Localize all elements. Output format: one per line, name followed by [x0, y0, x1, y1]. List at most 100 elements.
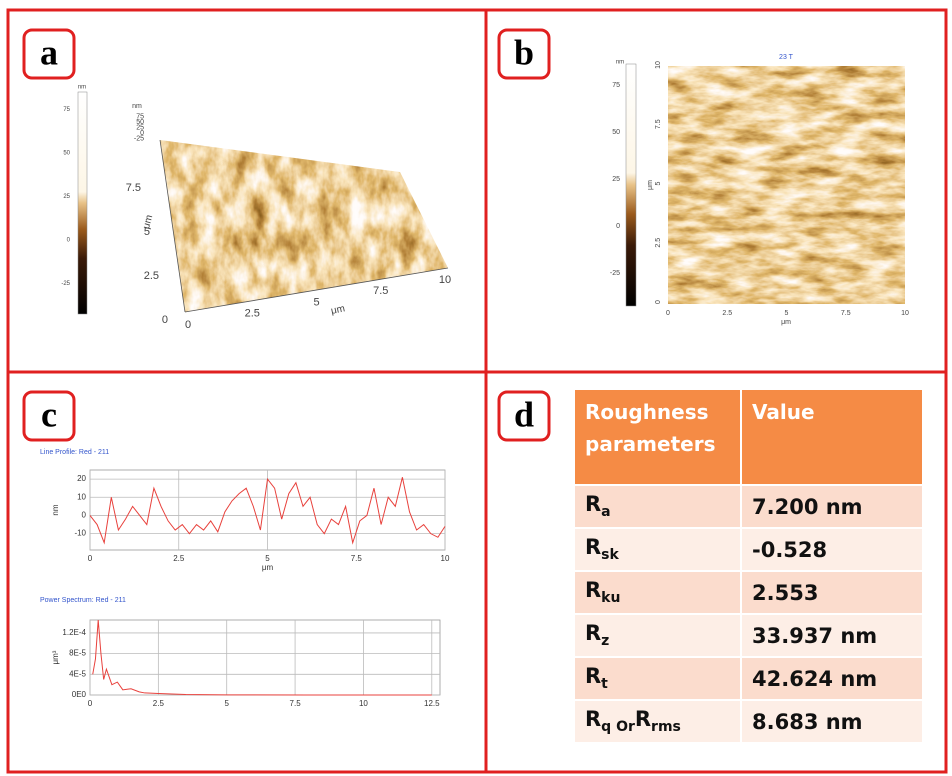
axis-label: 5 — [313, 296, 319, 308]
symbol: R — [585, 578, 601, 602]
panel-label: d — [514, 394, 534, 434]
axis-label: μm — [330, 303, 346, 317]
x-axis-label: μm — [262, 563, 274, 572]
parameter-cell: Rku — [575, 571, 741, 614]
y-tick-label: 4E-5 — [69, 669, 86, 678]
axis-label: 7.5 — [841, 310, 851, 317]
axis-label: 50 — [612, 129, 620, 136]
x-tick-label: 0 — [88, 699, 93, 708]
axis-label: 10 — [439, 274, 451, 286]
subscript: ku — [601, 591, 620, 607]
x-tick-label: 12.5 — [424, 699, 440, 708]
axis-label: 0 — [185, 319, 191, 331]
symbol: R — [585, 707, 601, 731]
axis-label: 75 — [612, 82, 620, 89]
axis-label: -25 — [134, 135, 144, 142]
y-tick-label: 10 — [77, 492, 86, 501]
value-cell: -0.528 — [741, 528, 922, 571]
axis-label: -25 — [61, 281, 70, 287]
y-tick-label: 1.2E-4 — [62, 628, 86, 637]
header-cell: Roughness parameters — [575, 390, 741, 485]
axis-label: μm — [141, 214, 155, 230]
x-tick-label: 7.5 — [290, 699, 302, 708]
axis-label: 7.5 — [126, 182, 141, 194]
y-axis-label: μm³ — [51, 650, 60, 664]
x-tick-label: 7.5 — [351, 554, 363, 563]
colorbar — [626, 64, 636, 306]
table-row: Ra7.200 nm — [575, 485, 922, 528]
value-cell: 8.683 nm — [741, 700, 922, 742]
axis-label: 10 — [655, 61, 662, 69]
axis-label: 0 — [616, 223, 620, 230]
value-cell: 33.937 nm — [741, 614, 922, 657]
parameter-cell: Ra — [575, 485, 741, 528]
x-tick-label: 0 — [88, 554, 93, 563]
x-tick-label: 10 — [359, 699, 368, 708]
axis-label: nm — [132, 103, 142, 110]
axis-label: μm — [647, 180, 654, 190]
axis-label: 5 — [655, 181, 662, 185]
subscript: rms — [651, 720, 681, 736]
parameter-cell: Rq OrRrms — [575, 700, 741, 742]
symbol: R — [585, 535, 601, 559]
subscript: z — [601, 634, 609, 650]
subscript: a — [601, 505, 610, 521]
axis-label: 2.5 — [144, 270, 159, 282]
y-tick-label: 0E0 — [72, 690, 87, 699]
symbol: R — [635, 707, 651, 731]
axis-label: 7.5 — [373, 285, 388, 297]
axis-label: 0 — [162, 314, 168, 326]
y-tick-label: -10 — [74, 529, 86, 538]
axis-label: 10 — [901, 310, 909, 317]
x-tick-label: 5 — [224, 699, 229, 708]
subscript: q Or — [601, 720, 635, 736]
axis-label: 7.5 — [655, 119, 662, 129]
axis-label: 50 — [63, 151, 70, 157]
symbol: R — [585, 664, 601, 688]
axis-label: nm — [78, 85, 86, 91]
panel-label: a — [40, 32, 58, 72]
x-tick-label: 2.5 — [153, 699, 165, 708]
y-tick-label: 20 — [77, 474, 86, 483]
data-line — [93, 620, 432, 695]
table-row: Rt42.624 nm — [575, 657, 922, 700]
axis-label: 75 — [63, 107, 70, 113]
x-tick-label: 2.5 — [173, 554, 185, 563]
axis-label: μm — [781, 319, 791, 326]
subscript: sk — [601, 548, 619, 564]
symbol: R — [585, 492, 601, 516]
afm-3d-surface — [150, 130, 460, 320]
value-cell: 42.624 nm — [741, 657, 922, 700]
chart-title: Line Profile: Red - 211 — [40, 449, 109, 456]
panel-label: b — [514, 32, 534, 72]
afm-texture — [150, 130, 460, 320]
parameter-cell: Rsk — [575, 528, 741, 571]
axis-label: 0 — [655, 300, 662, 304]
symbol: R — [585, 621, 601, 645]
axis-label: 2.5 — [722, 310, 732, 317]
y-tick-label: 8E-5 — [69, 649, 86, 658]
axis-label: 25 — [612, 176, 620, 183]
parameter-cell: Rt — [575, 657, 741, 700]
axis-label: 2.5 — [245, 308, 260, 320]
x-tick-label: 5 — [265, 554, 270, 563]
value-cell: 2.553 — [741, 571, 922, 614]
panel-label: c — [41, 394, 57, 434]
axis-label: nm — [616, 60, 624, 66]
y-tick-label: 0 — [82, 511, 87, 520]
axis-label: 0 — [666, 310, 670, 317]
subscript: t — [601, 677, 608, 693]
axis-label: 2.5 — [655, 238, 662, 248]
value-cell: 7.200 nm — [741, 485, 922, 528]
parameter-cell: Rz — [575, 614, 741, 657]
chart-title: Power Spectrum: Red - 211 — [40, 597, 126, 604]
axis-label: 5 — [785, 310, 789, 317]
axis-label: 25 — [63, 194, 70, 200]
axis-label: -25 — [610, 270, 620, 277]
colorbar — [78, 92, 87, 314]
table-row: Rsk-0.528 — [575, 528, 922, 571]
